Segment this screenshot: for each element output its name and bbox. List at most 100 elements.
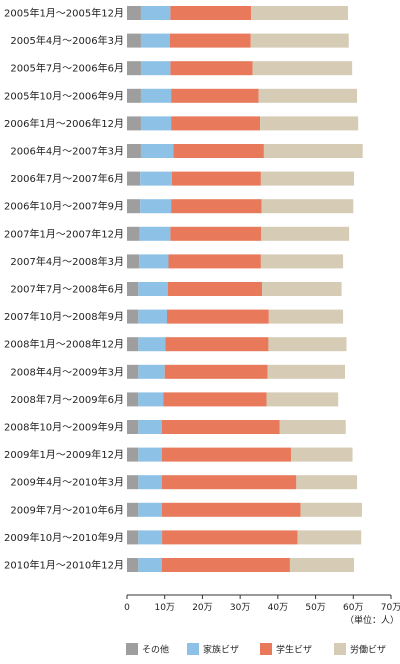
legend-swatch bbox=[260, 643, 272, 655]
bar-segment bbox=[139, 226, 171, 241]
bar-segment bbox=[258, 88, 358, 103]
bar-segment bbox=[267, 364, 345, 379]
bar-segment bbox=[161, 420, 280, 434]
bar-segment bbox=[138, 309, 167, 324]
bar-segment bbox=[127, 337, 139, 352]
bar-segment bbox=[138, 558, 162, 572]
bar-segment bbox=[163, 392, 267, 407]
bar-segment bbox=[260, 116, 359, 131]
bar-segment bbox=[140, 144, 174, 158]
bar-segment bbox=[127, 199, 141, 214]
category-label: 2006年4月～2007年3月 bbox=[10, 145, 124, 158]
category-label: 2008年4月～2009年3月 bbox=[10, 365, 124, 378]
bar-segment bbox=[268, 337, 347, 352]
category-label: 2007年4月～2008年3月 bbox=[10, 255, 124, 268]
bar-segment bbox=[127, 392, 139, 407]
bar-segment bbox=[266, 392, 339, 407]
bar-segment bbox=[138, 337, 166, 352]
category-label: 2010年1月～2010年12月 bbox=[4, 559, 124, 572]
bar-segment bbox=[250, 33, 349, 48]
bar-segment bbox=[291, 447, 353, 462]
bars-group bbox=[127, 6, 363, 572]
bar-segment bbox=[171, 116, 261, 131]
bar-segment bbox=[161, 558, 290, 572]
bar-segment bbox=[296, 475, 358, 490]
category-label: 2009年10月～2010年9月 bbox=[4, 531, 124, 544]
bar-segment bbox=[140, 116, 172, 131]
bar-segment bbox=[127, 171, 141, 186]
category-label: 2006年1月～2006年12月 bbox=[4, 117, 124, 130]
category-label: 2005年4月～2006年3月 bbox=[10, 34, 124, 47]
category-label: 2005年10月～2006年9月 bbox=[4, 89, 124, 102]
bar-segment bbox=[251, 6, 349, 20]
bar-segment bbox=[262, 282, 342, 296]
bar-segment bbox=[138, 475, 162, 490]
category-label: 2008年1月～2008年12月 bbox=[4, 338, 124, 351]
bar-segment bbox=[127, 447, 139, 462]
bar-segment bbox=[165, 337, 269, 352]
legend-swatch bbox=[334, 643, 346, 655]
bar-segment bbox=[140, 199, 172, 214]
x-tick-label: 40万 bbox=[268, 603, 288, 613]
bar-segment bbox=[127, 144, 141, 158]
unit-label: （単位：人） bbox=[345, 614, 399, 626]
x-ticks-group: 0 10万 20万 30万 40万 50万 60万 70万 bbox=[124, 595, 400, 613]
bar-segment bbox=[289, 558, 355, 572]
bar-segment bbox=[161, 447, 292, 462]
x-tick-label: 10万 bbox=[154, 603, 174, 613]
bar-segment bbox=[138, 420, 162, 434]
bar-segment bbox=[140, 61, 171, 76]
legend-swatch bbox=[126, 643, 138, 655]
x-tick-label: 0 bbox=[124, 603, 130, 613]
bar-segment bbox=[127, 226, 140, 241]
category-label: 2009年4月～2010年3月 bbox=[10, 476, 124, 489]
bar-segment bbox=[127, 116, 141, 131]
bar-segment bbox=[138, 282, 168, 296]
category-label: 2005年1月～2005年12月 bbox=[4, 7, 124, 20]
bar-segment bbox=[261, 226, 350, 241]
category-label: 2006年7月～2007年6月 bbox=[10, 172, 124, 185]
bar-segment bbox=[170, 6, 252, 20]
bar-segment bbox=[138, 364, 165, 379]
bar-segment bbox=[140, 88, 172, 103]
x-tick-label: 70万 bbox=[381, 603, 400, 613]
category-labels: 2005年1月～2005年12月 2005年4月～2006年3月 2005年7月～2… bbox=[4, 7, 124, 572]
bar-segment bbox=[300, 502, 362, 517]
bar-segment bbox=[260, 254, 344, 269]
category-label: 2007年7月～2008年6月 bbox=[10, 283, 124, 296]
category-label: 2007年10月～2008年9月 bbox=[4, 310, 124, 323]
bar-segment bbox=[127, 420, 139, 434]
bar-segment bbox=[268, 309, 344, 324]
x-tick-label: 50万 bbox=[305, 603, 325, 613]
bar-segment bbox=[127, 282, 139, 296]
bar-segment bbox=[127, 475, 139, 490]
category-label: 2009年7月～2010年6月 bbox=[10, 503, 124, 516]
bar-segment bbox=[171, 88, 259, 103]
x-tick-label: 30万 bbox=[230, 603, 250, 613]
bar-segment bbox=[170, 226, 262, 241]
legend-label: 家族ビザ bbox=[203, 644, 239, 656]
bar-segment bbox=[140, 171, 172, 186]
bar-segment bbox=[127, 309, 139, 324]
bar-segment bbox=[166, 309, 269, 324]
bar-segment bbox=[138, 392, 164, 407]
bar-segment bbox=[161, 502, 301, 517]
bar-segment bbox=[127, 558, 139, 572]
bar-segment bbox=[171, 171, 261, 186]
bar-segment bbox=[173, 144, 264, 158]
bar-segment bbox=[127, 502, 139, 517]
bar-segment bbox=[138, 502, 162, 517]
category-label: 2005年7月～2006年6月 bbox=[10, 62, 124, 75]
bar-segment bbox=[140, 6, 171, 20]
legend-label: 労働ビザ bbox=[350, 644, 386, 656]
bar-segment bbox=[261, 199, 354, 214]
bar-segment bbox=[162, 530, 298, 545]
x-tick-label: 20万 bbox=[192, 603, 212, 613]
category-label: 2008年7月～2009年6月 bbox=[10, 393, 124, 406]
bar-segment bbox=[279, 420, 346, 434]
bar-segment bbox=[167, 282, 263, 296]
bar-segment bbox=[127, 33, 141, 48]
bar-segment bbox=[127, 530, 139, 545]
bar-segment bbox=[263, 144, 363, 158]
